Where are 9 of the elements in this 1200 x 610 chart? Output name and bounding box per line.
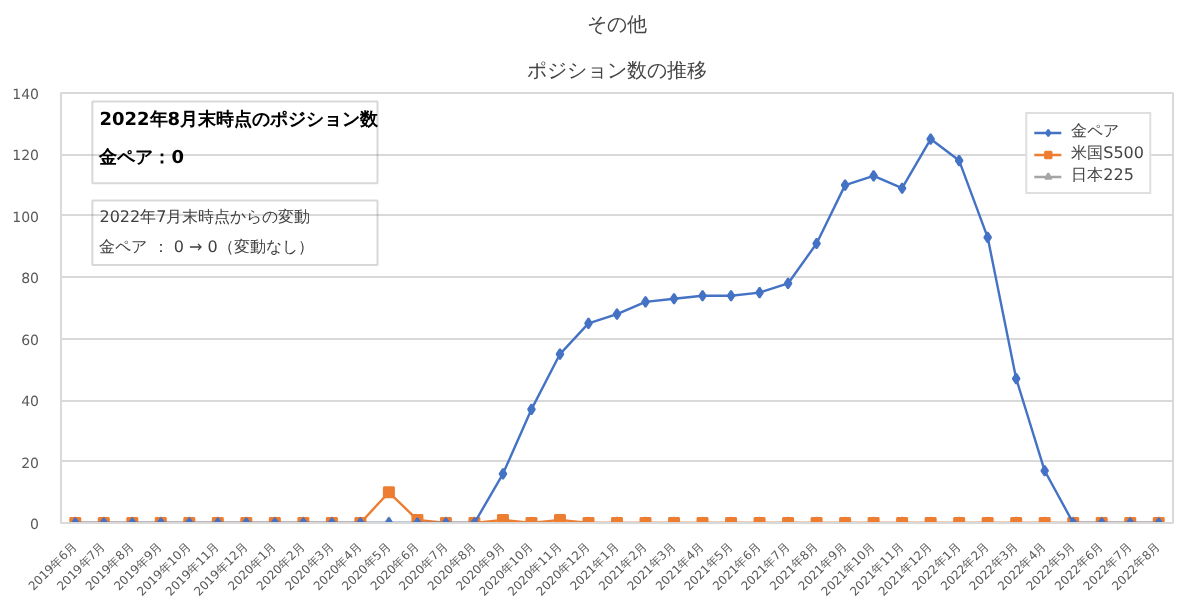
- legend-label: 日本225: [1071, 164, 1134, 186]
- chart-title: その他: [587, 13, 647, 37]
- annotation: 2022年7月末時点からの変動: [99, 208, 311, 227]
- legend-label: 米国S500: [1071, 142, 1144, 164]
- annotation: 金ペア：0: [97, 146, 185, 169]
- chart-subtitle: ポジション数の推移: [527, 59, 707, 83]
- annotation: 金ペア ： 0 → 0（変動なし）: [99, 237, 314, 256]
- annotation: 2022年8月末時点のポジション数: [99, 109, 381, 132]
- legend-label: 金ペア: [1071, 120, 1120, 142]
